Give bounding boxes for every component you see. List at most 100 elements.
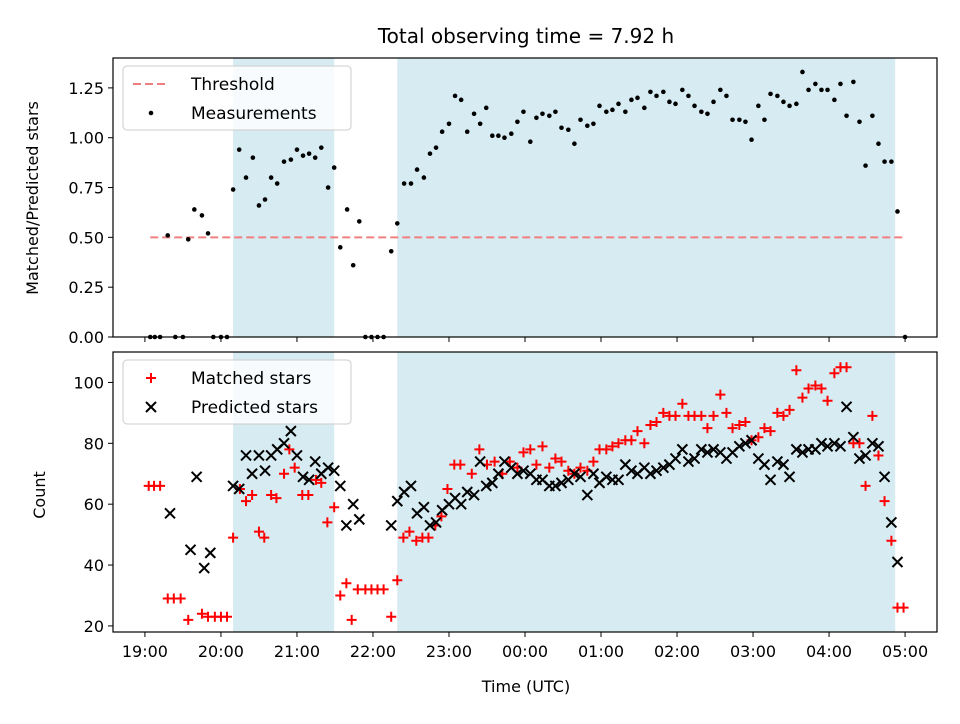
predicted-star-point xyxy=(259,464,271,477)
predicted-star-point xyxy=(821,440,834,453)
matched-star-point xyxy=(175,593,186,604)
matched-star-point xyxy=(727,423,738,434)
measurement-point xyxy=(250,155,256,160)
predicted-star-point xyxy=(240,449,252,462)
matched-star-point xyxy=(860,480,871,491)
measurement-point xyxy=(243,175,249,180)
predicted-star-point xyxy=(405,480,417,492)
observing-window-band xyxy=(397,58,896,337)
top-ratio-panel: 0.00 0.25 0.50 0.75 1.00 1.25 Threshold Measure… xyxy=(68,57,938,347)
matched-star-point xyxy=(474,444,485,455)
y-tick-label: 100 xyxy=(73,373,104,392)
matched-star-point xyxy=(639,438,650,449)
predicted-star-point xyxy=(511,468,524,480)
measurement-point xyxy=(433,145,439,150)
measurement-point xyxy=(414,167,420,172)
measurement-point xyxy=(274,181,280,186)
measurement-point xyxy=(344,207,350,212)
measurement-point xyxy=(610,107,615,113)
series-predicted-stars xyxy=(164,401,904,574)
measurement-point xyxy=(863,163,868,168)
measurement-point xyxy=(483,105,489,111)
y-tick-label: 40 xyxy=(84,556,104,575)
y-tick-label: 1.00 xyxy=(68,129,104,148)
predicted-star-point xyxy=(872,440,885,453)
predicted-star-point xyxy=(853,452,866,465)
predicted-star-point xyxy=(334,480,346,492)
predicted-star-point xyxy=(303,474,315,486)
predicted-star-point xyxy=(340,519,353,532)
measurement-point xyxy=(452,93,458,99)
matched-star-point xyxy=(886,535,897,546)
matched-star-point xyxy=(253,526,264,537)
figure-title: Total observing time = 7.92 h xyxy=(377,24,674,48)
measurement-point xyxy=(711,99,716,105)
predicted-star-point xyxy=(285,425,297,437)
x-tick-label: 21:00 xyxy=(274,642,320,661)
predicted-star-point xyxy=(650,464,663,477)
measurement-point xyxy=(705,111,710,117)
predicted-star-point xyxy=(322,461,334,474)
x-tick-label: 02:00 xyxy=(654,642,700,661)
measurement-point xyxy=(737,117,742,123)
predicted-star-point xyxy=(733,440,746,453)
predicted-star-point xyxy=(878,471,891,483)
measurement-point xyxy=(350,262,356,268)
predicted-star-point xyxy=(455,498,467,510)
measurement-point xyxy=(256,203,262,208)
matched-star-point xyxy=(378,584,389,595)
measurement-point xyxy=(819,87,824,93)
predicted-star-point xyxy=(309,455,321,468)
matched-star-point xyxy=(411,535,422,546)
matched-star-point xyxy=(247,490,258,501)
predicted-star-point xyxy=(233,483,245,495)
measurement-point xyxy=(661,89,666,95)
measurement-point xyxy=(756,103,761,109)
matched-star-point xyxy=(822,395,833,406)
measurement-point xyxy=(832,97,837,103)
matched-star-point xyxy=(854,438,865,449)
matched-star-point xyxy=(310,474,321,485)
x-tick-label: 20:00 xyxy=(198,642,244,661)
matched-star-point xyxy=(670,410,681,421)
observing-window-band xyxy=(397,352,896,632)
measurement-point xyxy=(851,79,856,85)
measurement-point xyxy=(509,131,514,137)
measurement-point xyxy=(730,117,735,123)
matched-star-point xyxy=(155,480,166,491)
matched-star-point xyxy=(284,444,295,455)
predicted-star-point xyxy=(612,474,625,486)
predicted-star-point xyxy=(486,477,499,489)
predicted-star-point xyxy=(600,471,613,483)
matched-star-point xyxy=(816,383,827,394)
measurement-point xyxy=(635,95,640,101)
measurement-point xyxy=(642,105,647,111)
measurement-point xyxy=(325,185,331,190)
matched-star-point xyxy=(556,456,567,467)
matched-star-point xyxy=(677,398,688,409)
matched-star-point xyxy=(466,468,477,479)
measurement-point xyxy=(794,101,799,107)
measurement-point xyxy=(623,109,628,115)
predicted-star-point xyxy=(190,471,203,483)
predicted-star-point xyxy=(385,519,397,532)
top-y-axis-label: Matched/Predicted stars xyxy=(23,101,42,295)
predicted-star-point xyxy=(790,443,803,456)
measurement-point xyxy=(464,129,470,135)
measurement-point xyxy=(775,93,780,99)
bottom-y-axis-label: Count xyxy=(30,471,49,519)
measurement-point xyxy=(288,157,294,162)
matched-star-point xyxy=(797,392,808,403)
predicted-star-point xyxy=(657,461,670,474)
predicted-star-point xyxy=(549,480,562,492)
matched-star-point xyxy=(803,383,814,394)
matched-star-point xyxy=(544,462,555,473)
matched-star-point xyxy=(772,407,783,418)
measurement-point xyxy=(165,233,171,238)
predicted-star-point xyxy=(764,474,777,486)
predicted-star-point xyxy=(796,446,809,459)
matched-star-point xyxy=(626,435,637,446)
predicted-star-point xyxy=(424,519,436,532)
matched-star-point xyxy=(525,444,536,455)
